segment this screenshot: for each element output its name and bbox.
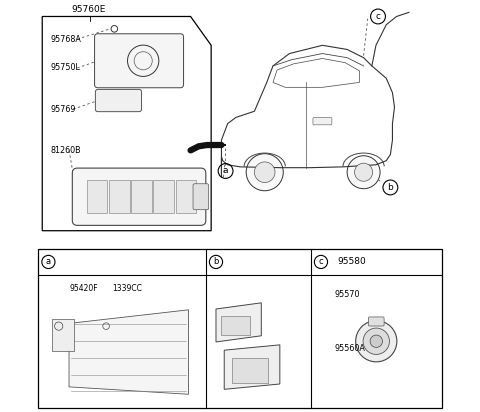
FancyBboxPatch shape	[131, 180, 152, 213]
Text: 95420F: 95420F	[69, 284, 97, 293]
FancyBboxPatch shape	[232, 358, 268, 383]
Polygon shape	[69, 310, 189, 394]
Polygon shape	[216, 303, 261, 342]
Circle shape	[246, 154, 283, 191]
Text: 95768A: 95768A	[50, 35, 81, 44]
FancyBboxPatch shape	[87, 180, 108, 213]
FancyBboxPatch shape	[193, 184, 209, 210]
FancyBboxPatch shape	[154, 180, 174, 213]
Polygon shape	[42, 16, 211, 231]
FancyBboxPatch shape	[72, 168, 206, 225]
Circle shape	[347, 156, 380, 189]
Circle shape	[363, 328, 389, 354]
FancyBboxPatch shape	[313, 117, 332, 125]
FancyBboxPatch shape	[221, 316, 250, 335]
FancyArrowPatch shape	[221, 143, 225, 147]
Polygon shape	[224, 345, 280, 389]
Text: c: c	[375, 12, 381, 21]
Text: 95760E: 95760E	[71, 5, 106, 14]
Text: a: a	[223, 166, 228, 176]
Text: 95769: 95769	[50, 105, 76, 114]
FancyBboxPatch shape	[96, 89, 142, 112]
FancyBboxPatch shape	[52, 319, 74, 351]
Text: 81260B: 81260B	[50, 146, 81, 155]
FancyBboxPatch shape	[95, 34, 183, 88]
Text: a: a	[46, 258, 51, 267]
Text: 95580: 95580	[337, 258, 366, 267]
Text: 95750L: 95750L	[50, 63, 80, 73]
Text: b: b	[387, 183, 393, 192]
Text: 95570: 95570	[335, 290, 360, 299]
FancyBboxPatch shape	[369, 317, 384, 326]
Bar	[38, 249, 442, 408]
Text: b: b	[213, 258, 219, 267]
Circle shape	[356, 321, 397, 362]
Text: 1339CC: 1339CC	[112, 284, 142, 293]
Circle shape	[370, 335, 383, 347]
FancyBboxPatch shape	[109, 180, 130, 213]
Text: c: c	[319, 258, 323, 267]
Circle shape	[355, 163, 372, 181]
Text: 95560A: 95560A	[335, 344, 366, 353]
FancyBboxPatch shape	[176, 180, 196, 213]
Circle shape	[254, 162, 275, 183]
